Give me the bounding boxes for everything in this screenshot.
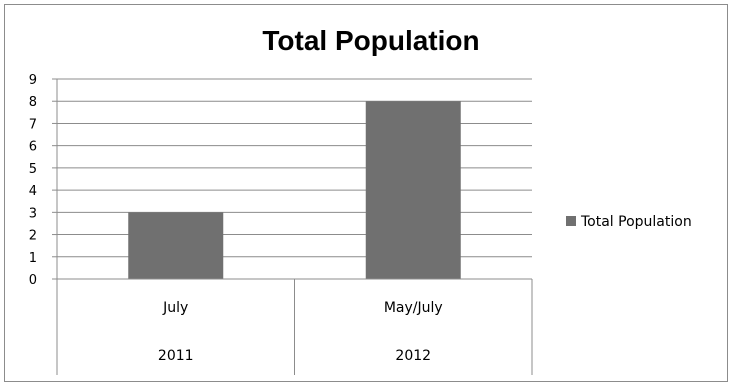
y-tick-label-0: 0 bbox=[29, 273, 37, 288]
category-label-1: May/July bbox=[384, 300, 443, 316]
y-tick-label-7: 7 bbox=[29, 117, 37, 132]
y-tick-labels: 0 1 2 3 4 5 6 7 8 9 bbox=[29, 73, 37, 288]
y-tick-label-3: 3 bbox=[29, 206, 37, 221]
chart-title: Total Population bbox=[262, 25, 479, 56]
y-tick-label-1: 1 bbox=[29, 251, 37, 266]
category-labels: July 2011 May/July 2012 bbox=[158, 300, 443, 364]
bars bbox=[128, 101, 461, 279]
category-group-label-1: 2012 bbox=[395, 348, 431, 364]
y-tick-label-6: 6 bbox=[29, 140, 37, 155]
category-group-label-0: 2011 bbox=[158, 348, 194, 364]
legend: Total Population bbox=[566, 214, 692, 230]
axes bbox=[52, 78, 533, 375]
y-tick-label-8: 8 bbox=[29, 95, 37, 110]
legend-swatch bbox=[566, 216, 576, 226]
legend-label: Total Population bbox=[580, 214, 692, 230]
y-tick-label-4: 4 bbox=[29, 184, 37, 199]
bar-may-july bbox=[365, 101, 461, 279]
y-tick-label-9: 9 bbox=[29, 73, 37, 88]
y-tick-label-2: 2 bbox=[29, 229, 37, 244]
category-label-0: July bbox=[162, 300, 188, 316]
bar-july bbox=[128, 212, 224, 279]
y-tick-label-5: 5 bbox=[29, 162, 37, 177]
